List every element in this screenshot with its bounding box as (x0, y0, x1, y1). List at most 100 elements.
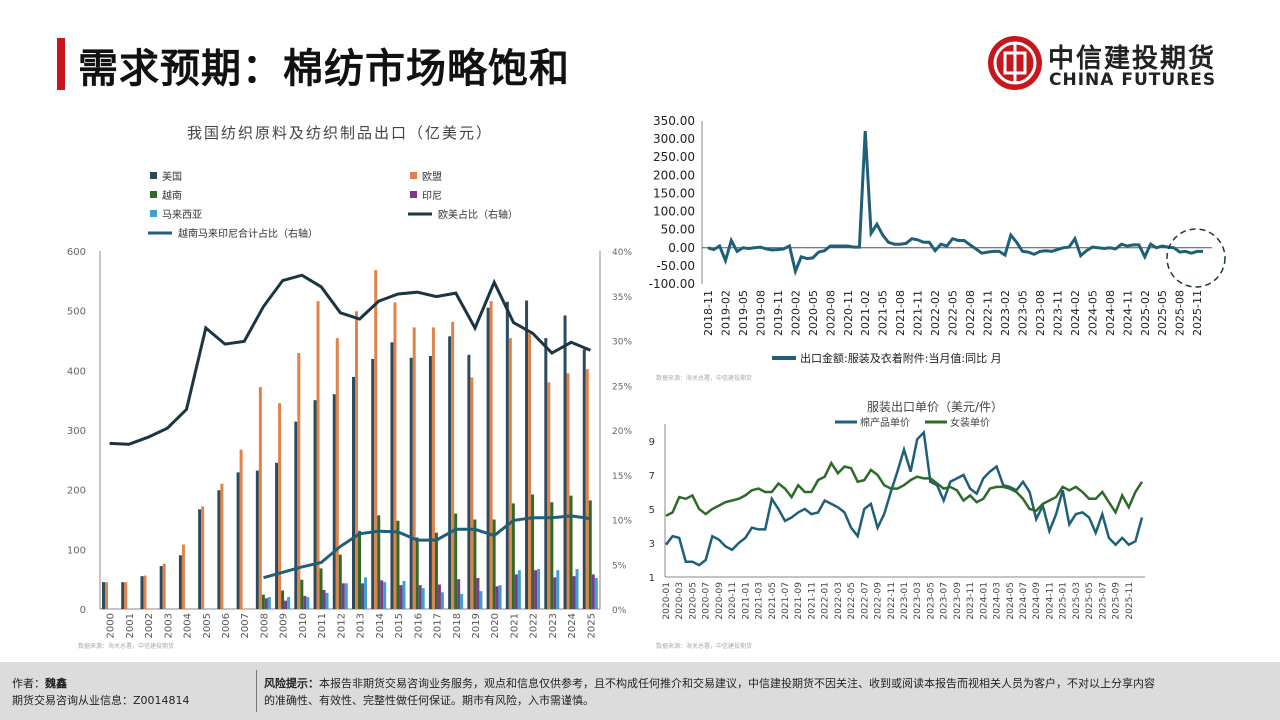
author-line: 作者：魏鑫 (12, 675, 67, 691)
bar-马来西亚 (364, 577, 367, 609)
x-tick-label: 2019-05 (737, 290, 750, 336)
y2-tick-label: 20% (612, 427, 632, 437)
y-tick-label: 7 (649, 471, 655, 482)
x-tick-label: 2025-11 (1125, 582, 1135, 620)
bar-越南 (261, 594, 265, 609)
y2-tick-label: 25% (612, 382, 632, 392)
bar-欧盟 (547, 382, 551, 609)
x-tick-label: 2024-01 (979, 582, 989, 620)
bar-印尼 (534, 570, 538, 609)
y-tick-label: 350.00 (653, 114, 695, 128)
bar-欧盟 (585, 369, 589, 609)
x-tick-label: 2021-01 (741, 582, 751, 620)
bar-马来西亚 (594, 577, 598, 609)
bar-美国 (217, 490, 221, 609)
bar-欧盟 (393, 302, 397, 609)
bar-越南 (415, 537, 419, 609)
x-tick-label: 2020-09 (715, 582, 725, 620)
bar-越南 (434, 532, 438, 609)
source-note: 数据来源：海关总署，中信建投期货 (78, 642, 174, 650)
bar-美国 (525, 300, 529, 609)
x-tick-label: 2022-11 (982, 290, 995, 336)
bar-印尼 (476, 577, 480, 609)
x-tick-label: 2022-03 (834, 582, 844, 620)
bar-美国 (198, 509, 202, 609)
x-tick-label: 2024-02 (1069, 290, 1082, 336)
page-title: 需求预期：棉纺市场略饱和 (78, 46, 570, 92)
x-tick-label: 2025-05 (1156, 290, 1169, 336)
x-tick-label: 2022 (529, 613, 540, 638)
x-tick-label: 2021-02 (859, 290, 872, 336)
bar-美国 (582, 349, 586, 609)
bar-欧盟 (278, 403, 282, 609)
x-tick-label: 2022-07 (860, 582, 870, 620)
x-tick-label: 2020 (490, 613, 501, 638)
bar-越南 (531, 494, 535, 609)
bar-美国 (178, 555, 182, 609)
bar-美国 (275, 462, 279, 609)
bar-欧盟 (297, 353, 301, 609)
bar-印尼 (572, 576, 576, 609)
y-tick-label: 300.00 (653, 132, 695, 146)
x-tick-label: 2025-09 (1112, 582, 1122, 620)
legend-swatch (150, 172, 157, 179)
y-tick-label: 5 (649, 505, 655, 516)
x-tick-label: 2021 (509, 613, 520, 638)
bar-美国 (505, 301, 509, 609)
bar-印尼 (322, 589, 326, 609)
bar-美国 (409, 357, 413, 609)
bar-美国 (371, 358, 375, 609)
x-tick-label: 2025-08 (1174, 290, 1187, 336)
y-tick-label: 50.00 (661, 223, 695, 237)
legend-swatch (150, 191, 157, 198)
bar-美国 (140, 576, 144, 609)
y-tick-label: 100.00 (653, 205, 695, 219)
bar-马来西亚 (344, 583, 348, 609)
risk-text-2: 的准确性、有效性、完整性做任何保证。期市有风险，入市需谨慎。 (264, 694, 594, 707)
x-tick-label: 2017 (433, 613, 444, 638)
x-tick-label: 2021-05 (877, 290, 890, 336)
bar-马来西亚 (460, 594, 464, 609)
x-tick-label: 2024-11 (1121, 290, 1134, 336)
legend-label: 越南 (162, 189, 182, 202)
x-tick-label: 2023-05 (926, 582, 936, 620)
bar-马来西亚 (383, 582, 387, 609)
author-name: 魏鑫 (45, 677, 67, 690)
x-tick-label: 2023-02 (999, 290, 1012, 336)
bar-越南 (358, 530, 361, 609)
bar-欧盟 (316, 301, 320, 609)
x-tick-label: 2013 (356, 613, 367, 638)
x-tick-label: 2021-03 (755, 582, 765, 620)
bar-越南 (319, 568, 323, 609)
x-tick-label: 2024-07 (1019, 582, 1029, 620)
x-tick-label: 2021-11 (912, 290, 925, 336)
y-tick-label: -100.00 (649, 277, 695, 291)
bar-印尼 (457, 579, 461, 609)
y-tick-label: 400 (67, 366, 86, 377)
bar-美国 (236, 472, 240, 609)
bar-马来西亚 (517, 570, 521, 609)
bar-马来西亚 (421, 588, 425, 609)
x-tick-label: 2025-02 (1139, 290, 1152, 336)
bar-美国 (102, 582, 105, 609)
source-note: 数据来源：海关总署，中信建投期货 (656, 374, 752, 382)
bar-越南 (492, 519, 496, 609)
y2-tick-label: 5% (612, 561, 627, 571)
x-tick-label: 2020-01 (662, 582, 672, 620)
bar-印尼 (361, 583, 364, 609)
y-tick-label: 100 (67, 545, 86, 556)
bar-印尼 (495, 586, 499, 609)
bar-欧盟 (105, 582, 108, 609)
legend-label: 欧盟 (422, 171, 442, 183)
bar-越南 (588, 500, 592, 609)
y-tick-label: 9 (649, 437, 655, 448)
y-tick-label: 200.00 (653, 168, 695, 182)
x-tick-label: 2024-11 (1045, 582, 1055, 620)
x-tick-label: 2025 (586, 613, 597, 638)
x-tick-label: 2024 (567, 613, 578, 638)
bar-美国 (332, 394, 336, 609)
x-tick-label: 2016 (413, 613, 424, 638)
bar-美国 (159, 566, 163, 609)
x-tick-label: 2019-08 (754, 290, 767, 336)
